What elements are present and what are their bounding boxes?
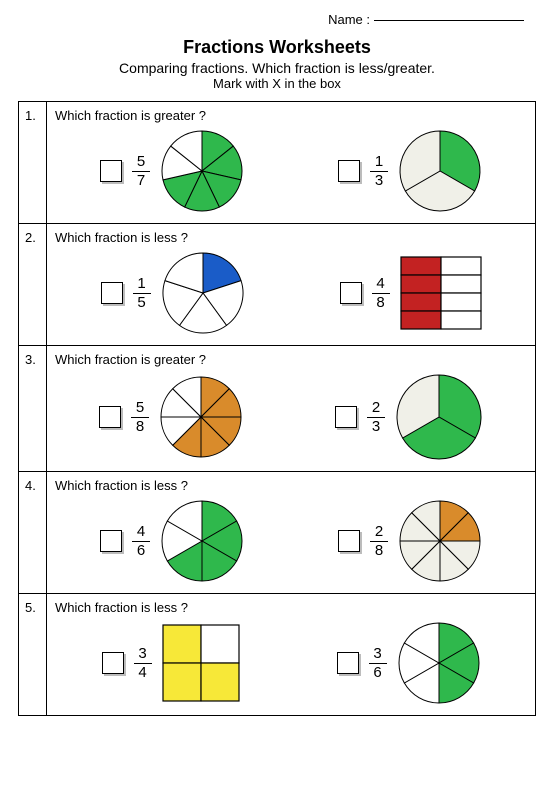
problems-table: 1.Which fraction is greater ?57132.Which… (18, 101, 536, 716)
worksheet-page: Name : Fractions Worksheets Comparing fr… (0, 0, 554, 736)
fraction-item: 13 (338, 129, 482, 213)
problem-body: Which fraction is less ?4628 (47, 472, 536, 594)
answer-checkbox[interactable] (101, 282, 123, 304)
pie-diagram (397, 621, 481, 705)
fraction-numerator: 3 (373, 646, 381, 662)
answer-checkbox[interactable] (100, 160, 122, 182)
pie-diagram (160, 499, 244, 583)
fraction-pair: 1548 (53, 251, 529, 335)
fraction: 15 (133, 276, 151, 311)
pie-diagram (161, 251, 245, 335)
fraction: 46 (132, 524, 150, 559)
answer-checkbox[interactable] (335, 406, 357, 428)
fraction-item: 23 (335, 373, 483, 461)
fraction-numerator: 1 (375, 154, 383, 170)
question-text: Which fraction is less ? (55, 230, 529, 245)
pie-diagram (398, 499, 482, 583)
fraction-item: 48 (340, 256, 482, 330)
fraction-numerator: 2 (372, 400, 380, 416)
fraction-denominator: 5 (137, 295, 145, 311)
problem-body: Which fraction is less ?3436 (47, 594, 536, 716)
fraction-denominator: 6 (373, 665, 381, 681)
answer-checkbox[interactable] (102, 652, 124, 674)
name-field-row: Name : (18, 12, 536, 27)
problem-body: Which fraction is greater ?5823 (47, 346, 536, 472)
question-text: Which fraction is greater ? (55, 352, 529, 367)
answer-checkbox[interactable] (338, 530, 360, 552)
answer-checkbox[interactable] (337, 652, 359, 674)
problem-number: 4. (19, 472, 47, 594)
page-title: Fractions Worksheets (18, 37, 536, 58)
fraction-pair: 5713 (53, 129, 529, 213)
fraction: 36 (369, 646, 387, 681)
pie-diagram (395, 373, 483, 461)
fraction-numerator: 5 (136, 400, 144, 416)
grid-diagram (400, 256, 482, 330)
fraction-item: 58 (99, 375, 243, 459)
question-text: Which fraction is less ? (55, 478, 529, 493)
fraction-denominator: 3 (372, 419, 380, 435)
fraction-pair: 3436 (53, 621, 529, 705)
answer-checkbox[interactable] (99, 406, 121, 428)
problem-body: Which fraction is greater ?5713 (47, 102, 536, 224)
fraction-item: 15 (101, 251, 245, 335)
fraction-item: 57 (100, 129, 244, 213)
fraction: 28 (370, 524, 388, 559)
pie-diagram (160, 129, 244, 213)
problem-row: 1.Which fraction is greater ?5713 (19, 102, 536, 224)
fraction-denominator: 8 (376, 295, 384, 311)
question-text: Which fraction is less ? (55, 600, 529, 615)
page-subtitle: Comparing fractions. Which fraction is l… (18, 60, 536, 76)
page-instruction: Mark with X in the box (18, 76, 536, 91)
fraction-denominator: 8 (136, 419, 144, 435)
grid-diagram (162, 624, 240, 702)
answer-checkbox[interactable] (100, 530, 122, 552)
answer-checkbox[interactable] (340, 282, 362, 304)
fraction-item: 36 (337, 621, 481, 705)
problem-number: 2. (19, 224, 47, 346)
fraction-denominator: 7 (137, 173, 145, 189)
fraction-pair: 5823 (53, 373, 529, 461)
fraction: 34 (134, 646, 152, 681)
problem-number: 1. (19, 102, 47, 224)
fraction-item: 34 (102, 624, 240, 702)
problem-row: 4.Which fraction is less ?4628 (19, 472, 536, 594)
fraction-numerator: 4 (137, 524, 145, 540)
fraction: 13 (370, 154, 388, 189)
pie-diagram (398, 129, 482, 213)
fraction-item: 28 (338, 499, 482, 583)
fraction: 57 (132, 154, 150, 189)
fraction-numerator: 1 (137, 276, 145, 292)
answer-checkbox[interactable] (338, 160, 360, 182)
fraction: 58 (131, 400, 149, 435)
fraction-denominator: 8 (375, 543, 383, 559)
problem-row: 5.Which fraction is less ?3436 (19, 594, 536, 716)
problem-body: Which fraction is less ?1548 (47, 224, 536, 346)
problem-number: 3. (19, 346, 47, 472)
fraction-numerator: 2 (375, 524, 383, 540)
problem-row: 2.Which fraction is less ?1548 (19, 224, 536, 346)
fraction-denominator: 6 (137, 543, 145, 559)
problem-number: 5. (19, 594, 47, 716)
fraction: 48 (372, 276, 390, 311)
fraction-denominator: 3 (375, 173, 383, 189)
fraction-denominator: 4 (138, 665, 146, 681)
problem-row: 3.Which fraction is greater ?5823 (19, 346, 536, 472)
pie-diagram (159, 375, 243, 459)
fraction-item: 46 (100, 499, 244, 583)
fraction-numerator: 3 (138, 646, 146, 662)
fraction-pair: 4628 (53, 499, 529, 583)
fraction-numerator: 4 (376, 276, 384, 292)
name-label: Name : (328, 12, 370, 27)
fraction-numerator: 5 (137, 154, 145, 170)
question-text: Which fraction is greater ? (55, 108, 529, 123)
fraction: 23 (367, 400, 385, 435)
name-blank-line[interactable] (374, 20, 524, 21)
